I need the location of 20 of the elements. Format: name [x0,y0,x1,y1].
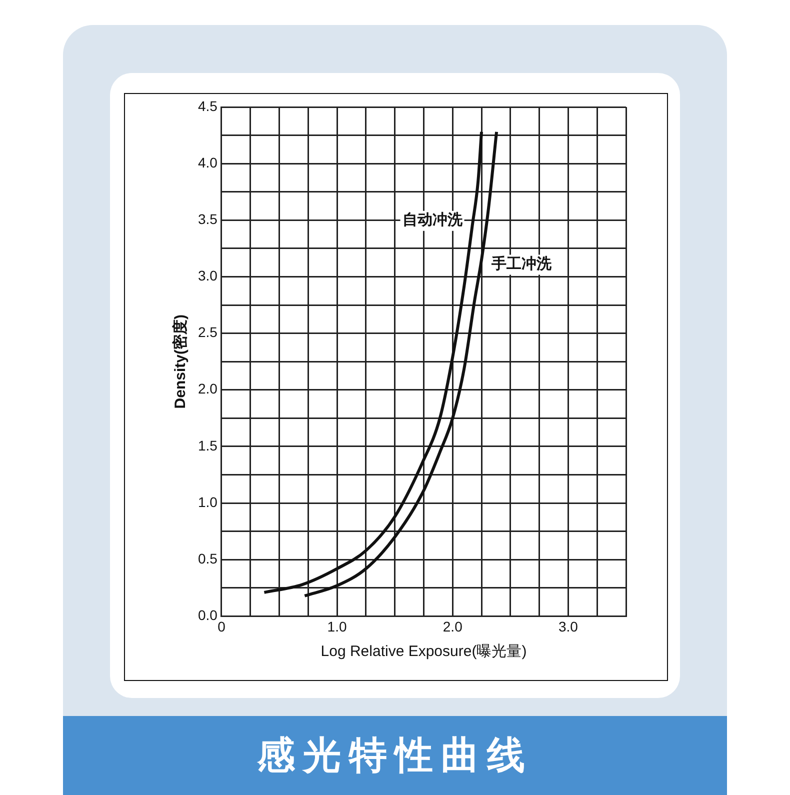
y-tick-label: 3.5 [198,211,218,228]
y-tick-label: 1.0 [198,494,218,510]
series-label: 手工冲洗 [490,254,553,273]
line-series [262,130,484,594]
y-tick-label: 4.5 [198,98,218,114]
x-axis-title: Log Relative Exposure(曝光量) [320,643,527,660]
y-tick-label: 2.5 [198,324,218,340]
y-tick-label: 3.0 [198,268,218,284]
y-axis-title: Density(密度) [171,314,190,409]
x-tick-label: 3.0 [558,618,578,634]
text: 感光特性曲线 [63,716,727,795]
x-tick-label: 1.0 [327,618,347,634]
y-tick-label: 2.0 [198,380,218,397]
y-tick-label: 0.5 [198,550,218,566]
y-tick-label: 4.0 [198,154,218,170]
y-tick-label: 1.5 [198,437,218,454]
y-tick-label: 0.0 [198,607,218,624]
x-tick-label: 2.0 [442,618,463,634]
x-tick-label: 0 [218,618,226,634]
series-label: 自动冲洗 [402,210,464,229]
